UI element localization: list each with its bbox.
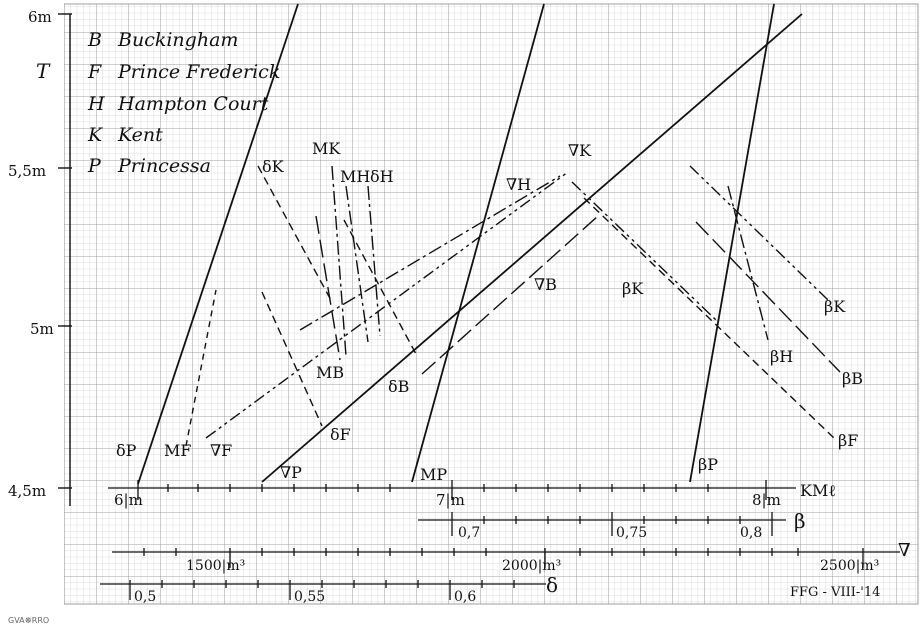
label-vf: ∇F <box>210 441 232 460</box>
credit: GVA☸RRO <box>8 616 49 625</box>
nabla-tick-2000: 2000|m³ <box>502 558 561 574</box>
label-vh: ∇H <box>506 175 531 194</box>
kml-tick-6m: 6|m <box>114 491 143 509</box>
label-bh: βH <box>770 347 793 366</box>
legend-key-h: H <box>87 93 105 115</box>
y-tick-5m: 5m <box>30 320 54 338</box>
label-mk: MK <box>312 139 341 158</box>
series-line-vb <box>421 215 599 375</box>
kml-symbol: KMℓ <box>800 481 836 500</box>
series-line-mh <box>345 185 369 343</box>
label-bk: βK <box>622 279 644 298</box>
series-lines <box>137 3 841 485</box>
nabla-symbol: ∇ <box>898 540 911 561</box>
label-dp: δP <box>116 441 137 460</box>
y-axis-symbol: T <box>36 59 51 83</box>
series-line-vh <box>299 175 561 331</box>
y-axis <box>58 13 72 506</box>
label-bk-right: βK <box>824 297 846 316</box>
kml-tick-7m: 7|m <box>436 491 465 509</box>
legend-name-p: Princessa <box>117 155 211 177</box>
label-df: δF <box>330 425 351 444</box>
label-vb: ∇B <box>534 275 557 294</box>
label-bp: βP <box>698 455 718 474</box>
beta-tick-0-75: 0,75 <box>616 525 647 541</box>
kml-tick-8m: 8|m <box>752 491 781 509</box>
nabla-tick-1500: 1500|m³ <box>186 558 245 574</box>
delta-symbol: δ <box>546 573 558 597</box>
series-line-mp <box>411 3 545 483</box>
left-margin <box>0 0 64 629</box>
series-line-bf <box>583 197 835 439</box>
delta-tick-0-6: 0,6 <box>454 589 476 605</box>
y-tick-4-5m: 4,5m <box>8 482 46 500</box>
beta-symbol: β <box>794 509 806 533</box>
label-mf: MF <box>164 441 191 460</box>
label-dh: δH <box>370 167 394 186</box>
label-vk: ∇K <box>568 141 592 160</box>
label-db: δB <box>388 377 409 396</box>
series-line-bh <box>727 185 769 341</box>
y-tick-5-5m: 5,5m <box>8 162 46 180</box>
legend-name-b: Buckingham <box>117 29 238 51</box>
series-line-df <box>261 291 323 427</box>
legend-name-k: Kent <box>117 124 163 146</box>
delta-tick-0-55: 0,55 <box>294 589 325 605</box>
label-mp: MP <box>420 465 447 484</box>
delta-tick-0-5: 0,5 <box>134 589 156 605</box>
series-line-mk <box>331 165 347 357</box>
graph-paper <box>63 3 919 605</box>
label-mb: MB <box>316 363 344 382</box>
legend-key-p: P <box>87 155 102 177</box>
legend-key-f: F <box>87 61 102 83</box>
legend-key-b: B <box>87 29 102 51</box>
legend: B Buckingham F Prince Frederick H Hampto… <box>87 29 280 177</box>
beta-tick-0-7: 0,7 <box>458 525 480 541</box>
series-line-bk2 <box>689 165 829 301</box>
series-line-vp <box>261 13 803 483</box>
series-line-mf <box>185 289 217 447</box>
series-line-bb <box>695 221 841 373</box>
series-line-bp <box>689 3 775 483</box>
legend-key-k: K <box>87 124 104 146</box>
label-dk: δK <box>262 157 285 176</box>
legend-name-f: Prince Frederick <box>117 61 280 83</box>
y-tick-6m: 6m <box>28 8 52 26</box>
series-line-bk <box>571 181 717 321</box>
series-labels: δP MP βP ∇P δK MK MH δH ∇H ∇K ∇B βK βK β… <box>116 139 863 484</box>
label-mh: MH <box>340 167 370 186</box>
beta-tick-0-8: 0,8 <box>740 525 762 541</box>
series-line-dp <box>137 3 299 485</box>
series-line-mb <box>315 215 341 361</box>
x-scales <box>100 480 900 600</box>
legend-name-h: Hampton Court <box>117 93 269 115</box>
nabla-tick-2500: 2500|m³ <box>820 558 879 574</box>
label-bb: βB <box>842 369 863 388</box>
label-vp: ∇P <box>280 463 302 482</box>
signature: FFG - VIII-'14 <box>790 585 880 600</box>
label-bf: βF <box>838 431 858 450</box>
